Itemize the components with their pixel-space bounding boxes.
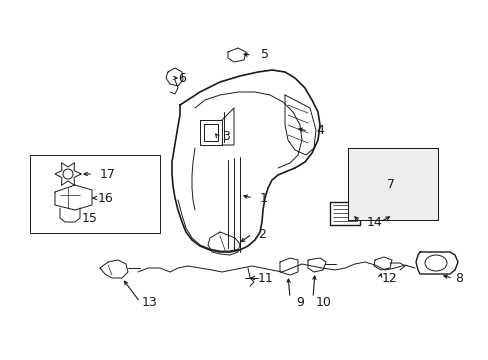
Text: 4: 4 <box>315 125 323 138</box>
Text: 2: 2 <box>258 228 265 240</box>
Text: 1: 1 <box>260 192 267 204</box>
Text: 15: 15 <box>82 211 98 225</box>
Text: 9: 9 <box>295 296 303 309</box>
Bar <box>347 148 437 220</box>
Text: 5: 5 <box>261 49 268 62</box>
Text: 16: 16 <box>98 192 114 204</box>
Text: 12: 12 <box>381 271 397 284</box>
Text: 14: 14 <box>366 216 382 229</box>
Text: 8: 8 <box>454 271 462 284</box>
Text: 13: 13 <box>142 296 158 309</box>
Text: 3: 3 <box>222 130 229 144</box>
Text: 17: 17 <box>100 167 116 180</box>
Bar <box>30 155 160 233</box>
Text: 10: 10 <box>315 296 331 309</box>
Text: 11: 11 <box>258 271 273 284</box>
Bar <box>347 148 437 220</box>
Text: 7: 7 <box>386 179 394 192</box>
Text: 6: 6 <box>178 72 185 85</box>
